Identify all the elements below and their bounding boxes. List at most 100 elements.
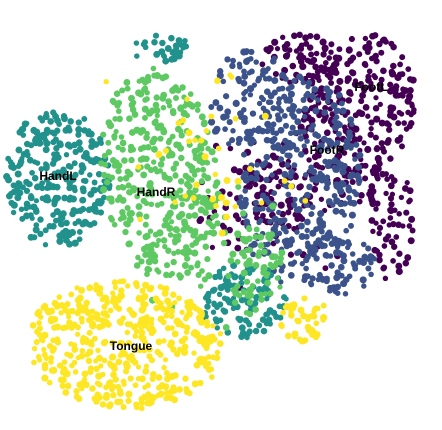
point-tongue: [154, 392, 161, 399]
point-tongue: [281, 177, 288, 184]
point-handr: [189, 177, 195, 183]
point-tongue: [124, 321, 131, 327]
point-footl: [319, 165, 326, 171]
point-footr: [254, 162, 260, 168]
point-handr: [118, 134, 125, 140]
point-handl: [91, 220, 98, 227]
point-handr: [154, 267, 160, 273]
point-handr: [200, 166, 207, 173]
point-footr: [256, 100, 263, 107]
point-footr: [307, 125, 314, 132]
point-tongue: [209, 374, 215, 380]
point-handr: [167, 232, 174, 238]
point-footr: [232, 99, 240, 107]
point-handl: [56, 237, 64, 245]
point-footr: [226, 141, 232, 147]
point-footr: [297, 151, 305, 158]
point-tongue: [72, 369, 79, 375]
point-handl: [39, 180, 46, 187]
point-footr: [291, 162, 298, 169]
point-tongue: [142, 301, 149, 308]
point-handr: [147, 228, 154, 234]
point-handl: [79, 205, 87, 213]
point-footl: [368, 217, 376, 224]
point-footl: [362, 62, 369, 69]
point-footr: [271, 55, 277, 61]
point-handr: [168, 219, 175, 225]
point-footl: [347, 57, 354, 64]
point-footr: [353, 141, 360, 148]
point-footl: [358, 192, 365, 199]
point-handr: [124, 220, 131, 228]
point-footl: [373, 206, 379, 212]
point-footl: [351, 80, 359, 88]
point-footl: [406, 199, 412, 205]
point-handr: [119, 87, 126, 94]
point-tongue: [313, 305, 320, 312]
point-footl: [259, 184, 267, 192]
point-handr: [166, 224, 174, 232]
point-tongue: [130, 311, 138, 318]
point-handr: [175, 248, 182, 255]
point-handr: [261, 248, 268, 256]
point-footl: [335, 54, 343, 62]
point-footr: [242, 170, 249, 178]
point-handl: [23, 187, 31, 195]
point-footr: [257, 206, 263, 212]
point-footr: [300, 96, 307, 104]
point-handl: [34, 160, 41, 166]
point-handr: [177, 128, 184, 134]
point-handl: [210, 309, 217, 315]
point-handl: [46, 185, 52, 191]
point-handr: [120, 184, 127, 191]
point-footl: [407, 86, 414, 94]
point-footr: [340, 252, 347, 260]
point-footr: [301, 113, 308, 120]
point-tongue: [103, 79, 109, 85]
point-footr: [230, 128, 236, 134]
point-handl: [238, 296, 246, 304]
point-footr: [311, 86, 319, 93]
point-footl: [371, 54, 378, 61]
point-footl: [403, 126, 410, 132]
point-handl: [259, 316, 267, 323]
point-handr: [113, 128, 119, 135]
point-footr: [325, 159, 333, 166]
point-tongue: [138, 306, 146, 314]
point-footr: [338, 180, 346, 188]
point-tongue: [140, 315, 147, 323]
point-tongue: [110, 392, 117, 399]
point-handr: [188, 264, 195, 271]
point-handl: [91, 179, 98, 186]
point-tongue: [212, 171, 219, 178]
point-handl: [50, 109, 57, 116]
point-handr: [220, 239, 228, 247]
point-handl: [42, 146, 50, 154]
point-footl: [387, 155, 394, 162]
point-footr: [348, 222, 354, 229]
point-handr: [199, 199, 206, 206]
point-footr: [235, 135, 243, 143]
point-footl: [391, 177, 398, 184]
point-tongue: [184, 303, 191, 310]
point-tongue: [56, 362, 63, 369]
point-tongue: [29, 322, 37, 329]
point-tongue: [124, 329, 131, 336]
point-tongue: [80, 308, 86, 314]
point-handr: [170, 109, 177, 117]
point-footr: [318, 146, 325, 153]
point-footl: [372, 105, 380, 112]
point-footr: [346, 132, 354, 140]
point-tongue: [163, 370, 170, 376]
point-handr: [239, 249, 246, 257]
point-footr: [356, 180, 362, 187]
point-handl: [92, 187, 99, 194]
point-footl: [397, 61, 403, 68]
point-handl: [76, 228, 83, 235]
point-handr: [205, 272, 213, 280]
point-footl: [387, 81, 394, 88]
point-handr: [151, 72, 158, 79]
point-footr: [247, 137, 254, 145]
point-handr: [181, 220, 189, 228]
point-footr: [298, 233, 306, 240]
